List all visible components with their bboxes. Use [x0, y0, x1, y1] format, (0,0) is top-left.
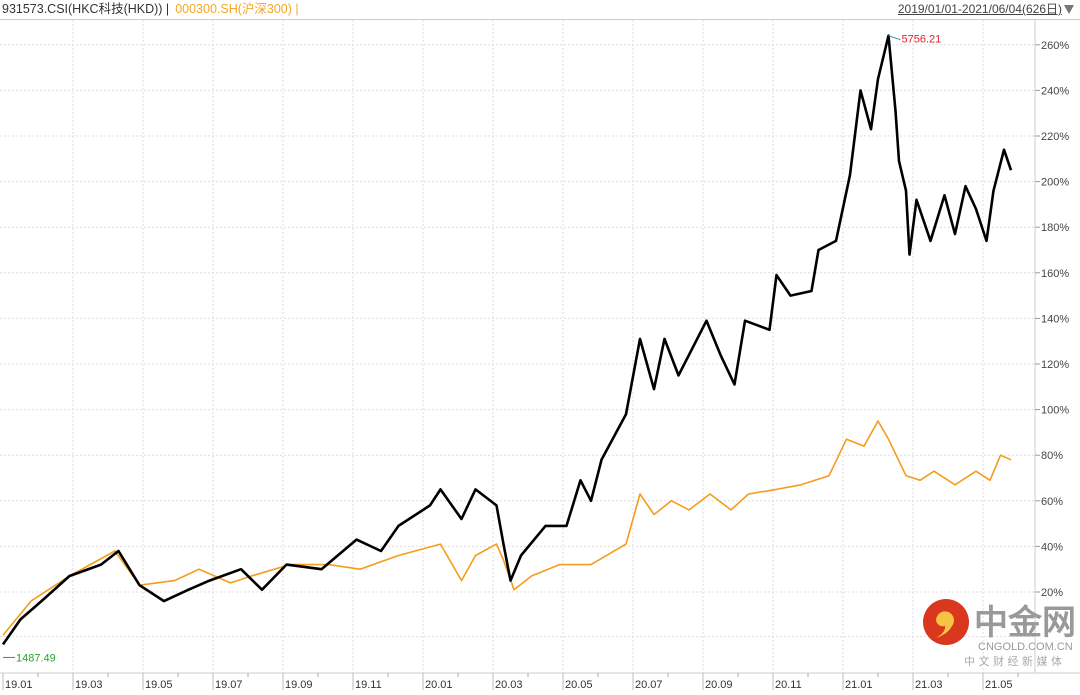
svg-text:CNGOLD.COM.CN: CNGOLD.COM.CN — [978, 641, 1073, 653]
series-line-csi300 — [2, 420, 1012, 636]
date-range-selector[interactable]: 2019/01/01-2021/06/04(626日) — [897, 2, 1062, 16]
x-tick-label: 20.07 — [635, 679, 663, 691]
series2-legend[interactable]: 000300.SH(沪深300) | — [175, 2, 299, 16]
x-tick-label: 20.11 — [775, 679, 802, 691]
x-tick-label: 19.09 — [285, 679, 313, 691]
x-tick-label: 20.09 — [705, 679, 733, 691]
y-tick-label: 260% — [1041, 40, 1069, 52]
y-tick-label: 200% — [1041, 177, 1069, 189]
dropdown-triangle-icon[interactable] — [1064, 5, 1074, 14]
x-tick-label: 19.01 — [5, 679, 33, 691]
y-tick-label: 180% — [1041, 222, 1069, 234]
logo-icon: 中金网 CNGOLD.COM.CN 中 文 财 经 新 媒 体 — [923, 599, 1076, 668]
annotation-label: 1487.49 — [16, 652, 56, 664]
x-tick-label: 19.07 — [215, 679, 243, 691]
x-tick-label: 20.03 — [495, 679, 523, 691]
legend: 931573.CSI(HKC科技(HKD)) | 000300.SH(沪深300… — [2, 0, 299, 19]
y-tick-label: 120% — [1041, 359, 1069, 371]
y-tick-label: 20% — [1041, 587, 1063, 599]
annotation-label: 5756.21 — [902, 34, 942, 46]
y-tick-label: 140% — [1041, 313, 1069, 325]
y-tick-label: 220% — [1041, 131, 1069, 143]
x-tick-label: 21.01 — [845, 679, 873, 691]
x-tick-label: 19.11 — [355, 679, 382, 691]
svg-text:中 文 财 经 新 媒 体: 中 文 财 经 新 媒 体 — [964, 654, 1062, 668]
series1-legend[interactable]: 931573.CSI(HKC科技(HKD)) | — [2, 2, 170, 16]
annotation-arrow — [888, 35, 901, 41]
y-tick-label: 240% — [1041, 85, 1069, 97]
x-tick-label: 19.03 — [75, 679, 103, 691]
y-tick-label: 100% — [1041, 405, 1069, 417]
y-tick-label: 60% — [1041, 496, 1063, 508]
x-tick-label: 20.05 — [565, 679, 593, 691]
svg-text:中金网: 中金网 — [974, 603, 1076, 643]
y-tick-label: 160% — [1041, 268, 1069, 280]
y-tick-label: 40% — [1041, 541, 1063, 553]
x-tick-label: 20.01 — [425, 679, 453, 691]
x-tick-label: 21.05 — [985, 679, 1013, 691]
x-tick-label: 19.05 — [145, 679, 173, 691]
series-line-hkc — [1, 34, 1013, 646]
x-tick-label: 21.03 — [915, 679, 943, 691]
cngold-watermark-logo: 中金网 CNGOLD.COM.CN 中 文 财 经 新 媒 体 — [922, 598, 1080, 668]
y-tick-label: 80% — [1041, 450, 1063, 462]
chart-header: 931573.CSI(HKC科技(HKD)) | 000300.SH(沪深300… — [0, 0, 1080, 20]
